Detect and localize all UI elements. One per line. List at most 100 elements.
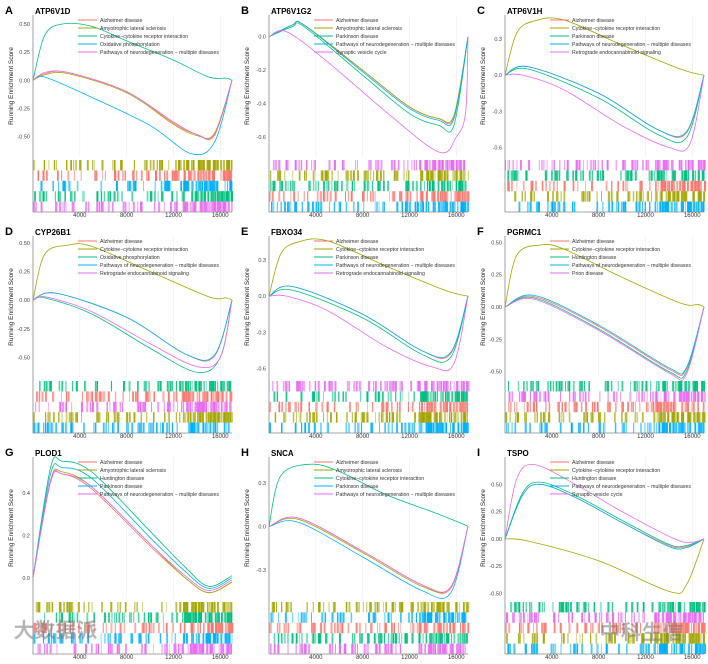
rug-tick: [516, 602, 518, 613]
rug-tick: [666, 401, 668, 413]
rug-tick: [436, 633, 438, 644]
rug-tick: [702, 633, 705, 644]
rug-tick: [212, 191, 214, 202]
rug-tick: [298, 401, 299, 413]
rug-tick: [572, 170, 575, 181]
rug-tick: [430, 170, 434, 181]
rug-tick: [197, 422, 200, 433]
rug-tick: [456, 180, 458, 192]
rug-tick: [432, 381, 434, 392]
rug-tick: [666, 643, 668, 654]
rug-tick: [191, 160, 192, 171]
rug-tick: [679, 602, 682, 613]
rug-tick: [675, 401, 677, 413]
rug-tick: [111, 160, 113, 171]
rug-row: [269, 401, 469, 413]
rug-row: [505, 622, 706, 634]
rug-tick: [605, 180, 608, 192]
rug-tick: [600, 602, 602, 613]
rug-tick: [445, 170, 447, 181]
rug-tick: [639, 180, 641, 192]
rug-tick: [300, 422, 303, 433]
rug-tick: [55, 633, 57, 644]
rug-tick: [229, 391, 232, 402]
rug-tick: [530, 381, 533, 392]
rug-tick: [211, 170, 214, 181]
rug-tick: [459, 643, 462, 654]
rug-tick: [445, 401, 447, 413]
x-tick-label: 12000: [165, 655, 182, 661]
rug-tick: [143, 160, 146, 171]
rug-tick: [136, 391, 139, 402]
rug-tick: [684, 643, 686, 654]
rug-tick: [102, 422, 105, 433]
rug-tick: [429, 170, 432, 181]
rug-tick: [640, 191, 643, 202]
rug-tick: [657, 201, 659, 212]
rug-tick: [69, 412, 72, 423]
rug-tick: [209, 422, 212, 433]
rug-tick: [158, 201, 161, 212]
rug-tick: [655, 160, 657, 171]
rug-tick: [104, 633, 106, 644]
rug-tick: [214, 612, 217, 623]
rug-tick: [466, 633, 468, 644]
rug-tick: [670, 401, 672, 413]
rug-tick: [189, 401, 191, 413]
rug-tick: [49, 643, 52, 654]
rug-tick: [400, 612, 402, 623]
rug-tick: [411, 633, 414, 644]
rug-tick: [75, 633, 76, 644]
rug-tick: [97, 643, 100, 654]
rug-tick: [680, 391, 683, 402]
rug-tick: [697, 191, 700, 202]
rug-tick: [596, 191, 598, 202]
rug-tick: [530, 602, 533, 613]
rug-tick: [283, 191, 285, 202]
rug-tick: [563, 602, 565, 613]
rug-tick: [657, 391, 659, 402]
rug-tick: [698, 422, 701, 433]
rug-tick: [182, 412, 184, 423]
rug-tick: [337, 170, 339, 181]
rug-tick: [429, 643, 432, 654]
rug-tick: [427, 201, 430, 212]
rug-tick: [459, 602, 461, 613]
rug-tick: [529, 401, 532, 413]
rug-tick: [527, 612, 529, 623]
rug-tick: [281, 401, 284, 413]
rug-tick: [91, 643, 93, 654]
rug-tick: [421, 191, 423, 202]
rug-tick: [220, 643, 223, 654]
rug-tick: [703, 622, 706, 634]
x-tick-label: 12000: [401, 434, 418, 440]
rug-tick: [68, 602, 71, 613]
rug-tick: [522, 391, 523, 402]
rug-tick: [220, 412, 222, 423]
rug-tick: [657, 401, 660, 413]
rug-tick: [382, 391, 384, 402]
rug-tick: [150, 391, 152, 402]
rug-tick: [448, 602, 450, 613]
rug-tick: [93, 622, 96, 634]
rug-tick: [397, 160, 400, 171]
rug-tick: [632, 191, 635, 202]
rug-tick: [317, 391, 319, 402]
rug-tick: [415, 612, 417, 623]
rug-tick: [634, 412, 637, 423]
rug-tick: [558, 381, 561, 392]
rug-tick: [200, 170, 202, 181]
rug-tick: [210, 391, 213, 402]
rug-tick: [206, 180, 209, 192]
rug-tick: [46, 643, 48, 654]
rug-tick: [113, 160, 116, 171]
rug-tick: [559, 602, 561, 613]
rug-tick: [170, 201, 171, 212]
rug-tick: [146, 412, 148, 423]
rug-tick: [345, 170, 348, 181]
rug-tick: [427, 422, 430, 433]
rug-tick: [703, 422, 705, 433]
rug-tick: [543, 391, 545, 402]
rug-tick: [170, 191, 173, 202]
